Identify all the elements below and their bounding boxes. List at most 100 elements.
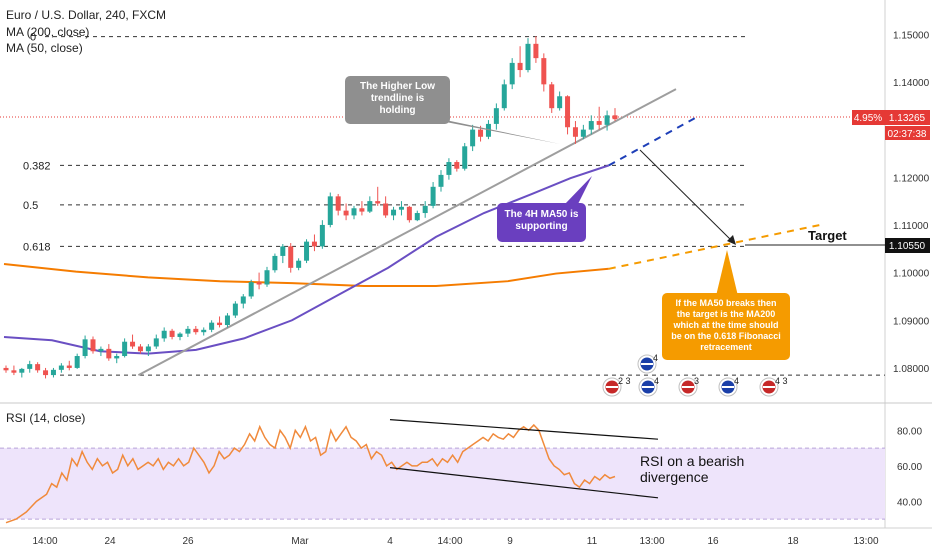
- candle-body: [501, 84, 507, 109]
- candle-body: [359, 208, 365, 212]
- event-flag-stripe: [763, 386, 775, 388]
- candle-body: [122, 341, 128, 357]
- candle-body: [311, 241, 317, 247]
- symbol-title[interactable]: Euro / U.S. Dollar, 240, FXCM: [6, 8, 167, 22]
- time-tick-label: 13:00: [853, 536, 878, 547]
- candle-body: [209, 322, 215, 330]
- event-flag-icon[interactable]: 3: [678, 376, 699, 397]
- candle-body: [50, 369, 56, 376]
- event-flag-stripe: [722, 386, 734, 388]
- target-arrow: [639, 149, 734, 243]
- ma200-projection: [608, 223, 821, 270]
- ma200-legend[interactable]: MA (200, close): [6, 25, 90, 39]
- candle-body: [470, 129, 476, 147]
- candle-body: [509, 62, 515, 85]
- chart-frame: [0, 0, 932, 529]
- candle-body: [90, 339, 96, 352]
- ma50-callout: The 4H MA50 is supporting: [497, 176, 592, 242]
- fib-level-label: 0.618: [23, 241, 51, 253]
- event-flag-icon[interactable]: 4: [718, 376, 739, 397]
- fib-level-label: 0: [30, 32, 36, 44]
- candle-body: [525, 43, 531, 71]
- target-label: Target: [808, 228, 847, 243]
- event-flag-count: 4 3: [775, 376, 788, 386]
- time-tick-label: Mar: [291, 536, 309, 547]
- event-flag-count: 4: [734, 376, 739, 386]
- candle-body: [398, 206, 404, 210]
- candle-body: [557, 96, 563, 109]
- event-flag-count: 3: [694, 376, 699, 386]
- time-tick-label: 14:00: [437, 536, 462, 547]
- candle-body: [256, 282, 262, 285]
- candle-body: [604, 115, 610, 125]
- candle-body: [66, 365, 72, 368]
- event-flag-stripe: [682, 386, 694, 388]
- time-tick-label: 16: [707, 536, 719, 547]
- target-arrow-head: [727, 235, 736, 245]
- candle-body: [280, 246, 286, 256]
- candle-body: [98, 348, 104, 352]
- price-tick-label: 1.12000: [893, 173, 930, 184]
- candle-body: [217, 322, 223, 326]
- price-tick-label: 1.11000: [893, 221, 929, 232]
- candle-body: [549, 84, 555, 109]
- candle-body: [580, 129, 586, 137]
- candle-body: [264, 270, 270, 285]
- candle-body: [422, 205, 428, 214]
- time-axis-ticks: 14:00 24 26 Mar 4 14:00 9 11 13:00 16 18 13:00: [32, 536, 878, 547]
- event-icons[interactable]: 4 2 3 4 3 4 4 3: [602, 353, 788, 397]
- time-tick-label: 18: [787, 536, 799, 547]
- candle-body: [572, 127, 578, 137]
- candle-body: [169, 330, 175, 337]
- candle-body: [327, 196, 333, 225]
- price-tick-label: 1.14000: [893, 78, 930, 89]
- candle-body: [406, 206, 412, 221]
- candle-body: [272, 255, 278, 271]
- target-price-tag: 1.10550: [885, 238, 930, 253]
- ma50-legend[interactable]: MA (50, close): [6, 41, 83, 55]
- price-tick-label: 1.08000: [893, 364, 930, 375]
- candle-body: [153, 338, 159, 347]
- rsi-axis-ticks: 80.00 60.00 40.00: [897, 426, 922, 508]
- event-flag-count: 4: [653, 353, 658, 363]
- candle-body: [391, 209, 397, 216]
- event-flag-stripe: [606, 386, 618, 388]
- event-flag-count: 2 3: [618, 376, 631, 386]
- candle-body: [232, 303, 238, 316]
- candle-body: [43, 370, 49, 376]
- candle-body: [375, 201, 381, 204]
- fib-level-label: 0.5: [23, 200, 38, 212]
- candle-body: [248, 282, 254, 297]
- candle-body: [446, 162, 452, 175]
- candle-body: [367, 201, 373, 212]
- candle-body: [319, 224, 325, 247]
- candle-body: [588, 121, 594, 130]
- last-price: 1.13265: [889, 113, 926, 124]
- higher-low-callout: The Higher Low trendline is holding: [345, 76, 560, 144]
- candle-body: [383, 203, 389, 216]
- candle-body: [596, 121, 602, 125]
- candle-body: [114, 356, 120, 359]
- rsi-callout-line2: divergence: [640, 469, 709, 485]
- event-flag-icon[interactable]: 4: [638, 376, 659, 397]
- candle-body: [106, 348, 112, 359]
- event-flag-icon[interactable]: 4 3: [759, 376, 788, 397]
- ma200-callout-text: If the MA50 breaks then the target is th…: [671, 298, 781, 352]
- time-tick-label: 11: [587, 536, 598, 547]
- price-tick-label: 1.10000: [893, 269, 930, 280]
- candle-body: [130, 341, 136, 347]
- candle-body: [478, 129, 484, 137]
- time-tick-label: 24: [104, 536, 116, 547]
- candle-body: [58, 365, 64, 370]
- rsi-legend[interactable]: RSI (14, close): [6, 411, 86, 425]
- event-flag-icon[interactable]: 2 3: [602, 376, 631, 397]
- rsi-callout-line1: RSI on a bearish: [640, 453, 744, 469]
- candle-body: [19, 368, 25, 373]
- candle-body: [145, 346, 151, 352]
- event-flag-icon[interactable]: 4: [637, 353, 658, 374]
- candle-body: [462, 146, 468, 169]
- candle-body: [240, 296, 246, 304]
- candle-body: [161, 330, 167, 339]
